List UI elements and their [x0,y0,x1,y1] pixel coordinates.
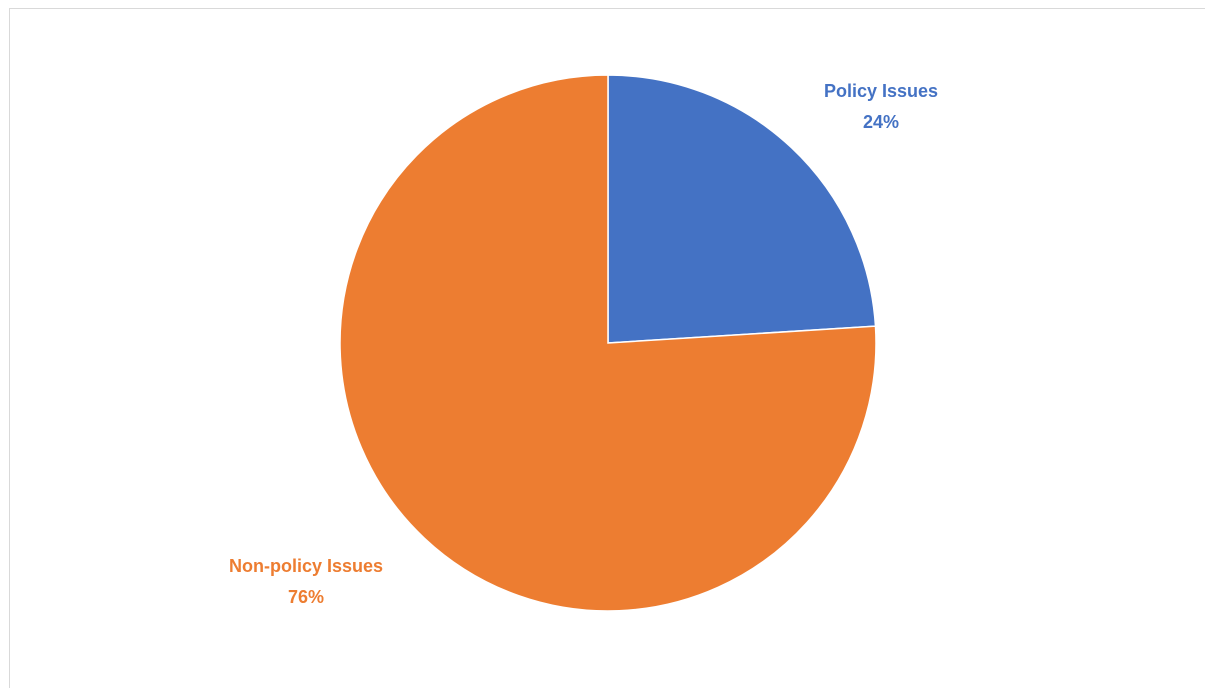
pie-slice-non-policy-issues [339,74,877,612]
data-label-non-policy-issues: Non-policy Issues 76% [229,556,383,607]
data-label-category: Non-policy Issues [229,556,383,576]
data-label-percent: 24% [863,112,899,132]
pie-slice-policy-issues [607,74,877,344]
chart-frame [9,8,1205,688]
data-label-percent: 76% [288,587,324,607]
data-label-policy-issues: Policy Issues 24% [824,81,938,132]
data-label-category: Policy Issues [824,81,938,101]
